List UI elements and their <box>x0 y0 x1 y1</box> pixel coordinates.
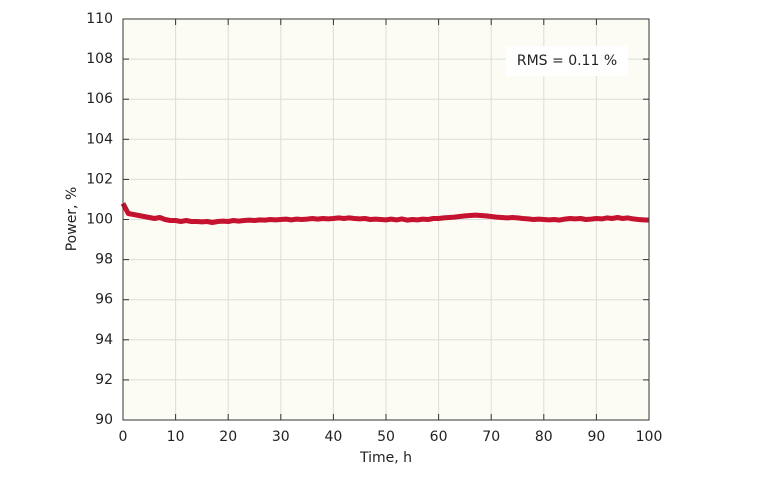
y-tick-label: 98 <box>95 252 113 268</box>
annotation-box <box>506 46 628 76</box>
x-axis-label: Time, h <box>359 450 412 466</box>
x-tick-label: 80 <box>535 429 553 445</box>
x-tick-label: 20 <box>219 429 237 445</box>
y-tick-label: 102 <box>86 171 113 187</box>
x-tick-label: 40 <box>324 429 342 445</box>
marks <box>120 202 650 226</box>
x-tick-label: 10 <box>167 429 185 445</box>
y-tick-label: 108 <box>86 51 113 67</box>
x-tick-label: 50 <box>377 429 395 445</box>
x-tick-label: 100 <box>636 429 663 445</box>
y-tick-label: 106 <box>86 91 113 107</box>
plot-frame <box>122 18 650 421</box>
y-tick-label: 92 <box>95 372 113 388</box>
x-tick-label: 90 <box>587 429 605 445</box>
data-line <box>120 202 650 226</box>
annotation: RMS = 0.11 % <box>517 53 617 69</box>
y-tick-label: 94 <box>95 332 113 348</box>
y-tick-label: 96 <box>95 292 113 308</box>
x-tick-label: 60 <box>430 429 448 445</box>
y-tick-label: 110 <box>86 11 113 27</box>
y-tick-label: 100 <box>86 212 113 228</box>
x-tick-label: 70 <box>482 429 500 445</box>
x-tick-label: 0 <box>119 429 128 445</box>
y-tick-label: 90 <box>95 412 113 428</box>
y-tick-label: 104 <box>86 131 113 147</box>
x-tick-label: 30 <box>272 429 290 445</box>
y-axis-label: Power, % <box>64 187 80 252</box>
